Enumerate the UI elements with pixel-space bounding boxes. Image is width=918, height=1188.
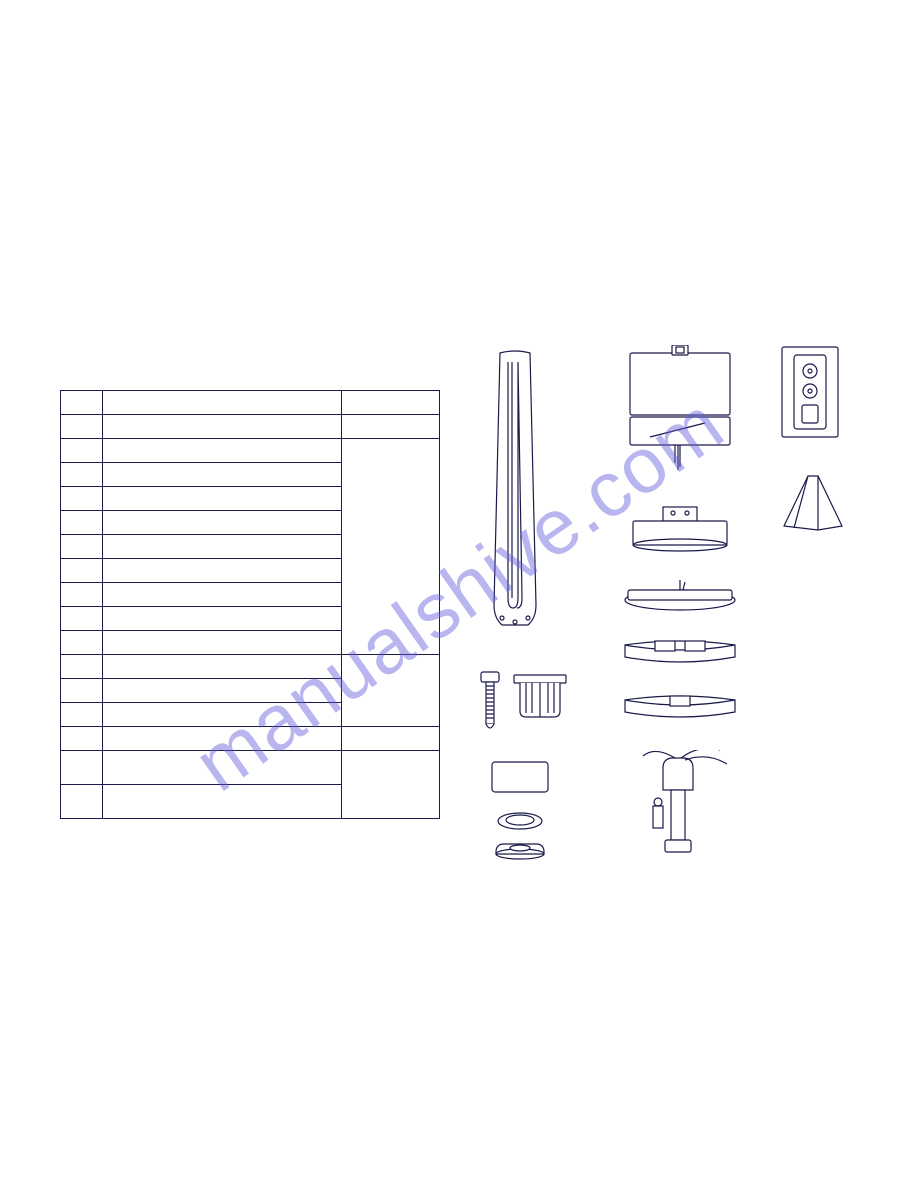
- trim-ring-1-icon: [620, 635, 740, 670]
- table-cell: [102, 785, 341, 819]
- table-cell: [61, 703, 103, 727]
- led-panel-icon: [620, 580, 740, 615]
- table-cell: [102, 679, 341, 703]
- table-cell: [61, 535, 103, 559]
- table-cell: [102, 391, 341, 415]
- table-cell: [61, 583, 103, 607]
- table-cell: [342, 391, 440, 415]
- table-cell: [61, 655, 103, 679]
- table-cell: [61, 415, 103, 439]
- blade-icon: [480, 350, 550, 645]
- canopy-icon: [625, 505, 735, 560]
- table-cell: [102, 415, 341, 439]
- table-cell: [61, 679, 103, 703]
- table-cell: [102, 463, 341, 487]
- table-cell: [61, 487, 103, 511]
- table-cell: [102, 631, 341, 655]
- table-cell: [102, 439, 341, 463]
- cap-icon: [492, 840, 548, 868]
- bolt-icon: [475, 670, 505, 740]
- table-cell: [61, 631, 103, 655]
- table-cell: [61, 751, 103, 785]
- table-cell: [61, 607, 103, 631]
- table-cell: [61, 511, 103, 535]
- receiver-box-icon: [620, 345, 740, 475]
- table-cell: [61, 391, 103, 415]
- cover-plate-icon: [490, 760, 550, 795]
- parts-table: [60, 390, 440, 819]
- table-cell: [102, 751, 341, 785]
- table-cell: [102, 487, 341, 511]
- downrod-icon: [635, 750, 735, 860]
- bracket-icon: [510, 673, 570, 723]
- table-cell: [61, 727, 103, 751]
- table-cell: [342, 751, 440, 819]
- table-cell: [102, 559, 341, 583]
- table-cell: [102, 535, 341, 559]
- table-cell: [102, 511, 341, 535]
- table-cell: [342, 415, 440, 439]
- ring-icon: [495, 810, 545, 832]
- table-cell: [61, 439, 103, 463]
- table-cell: [102, 583, 341, 607]
- hardware-bag-icon: [778, 470, 848, 535]
- table-cell: [61, 463, 103, 487]
- table-cell: [102, 607, 341, 631]
- table-cell: [102, 727, 341, 751]
- table-cell: [102, 655, 341, 679]
- trim-ring-2-icon: [620, 690, 740, 725]
- table-cell: [342, 655, 440, 727]
- table-cell: [61, 785, 103, 819]
- table-cell: [342, 439, 440, 655]
- table-cell: [342, 727, 440, 751]
- table-cell: [61, 559, 103, 583]
- table-cell: [102, 703, 341, 727]
- wall-control-icon: [780, 345, 840, 440]
